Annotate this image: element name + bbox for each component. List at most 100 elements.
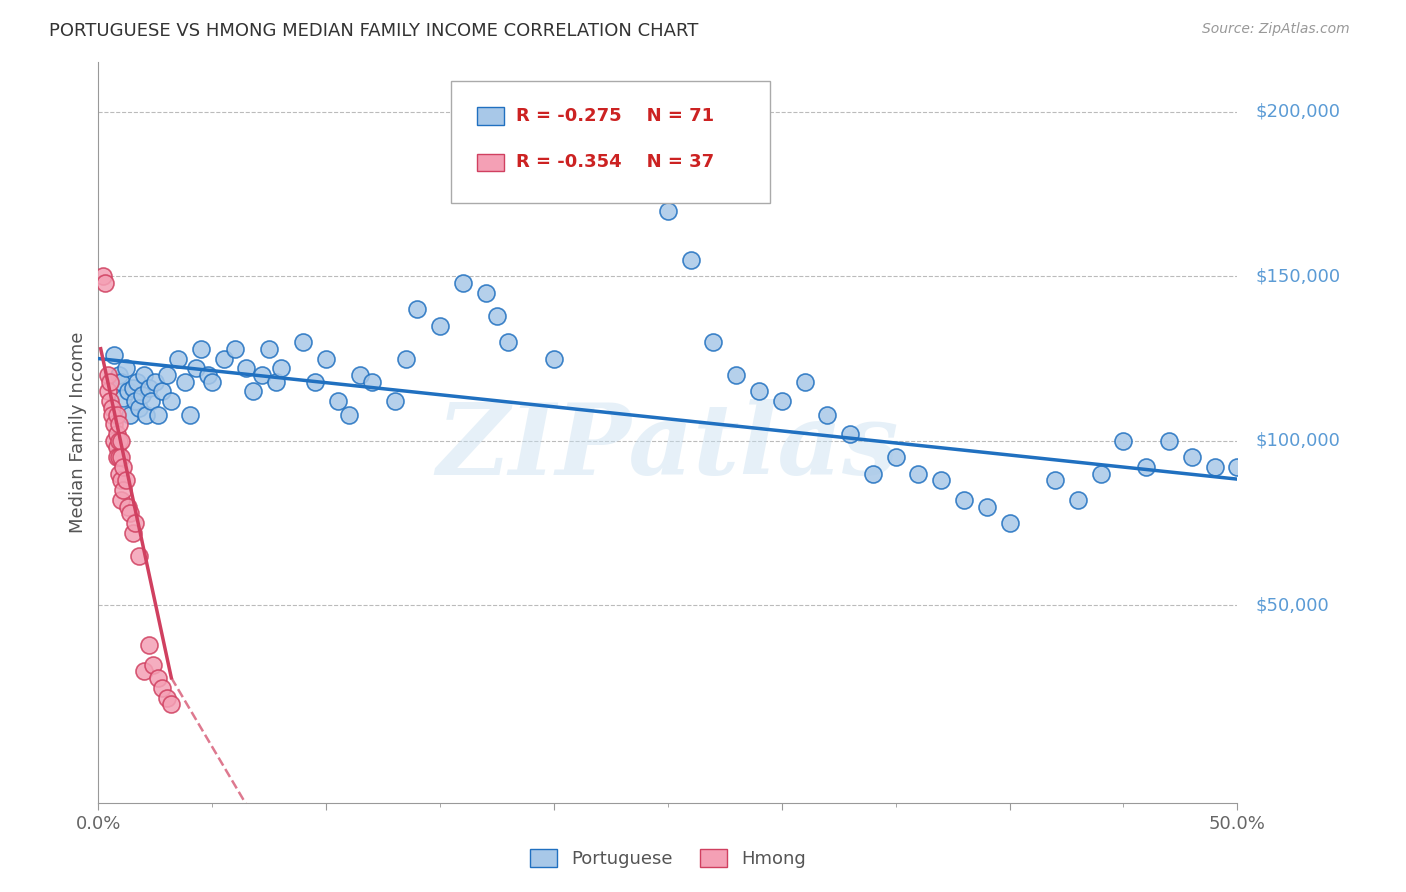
Point [770,394,793,409]
Point [976,500,998,514]
Point [212,351,235,366]
Point [112,460,135,475]
Point [105,450,128,465]
Point [145,375,167,389]
FancyBboxPatch shape [477,107,503,125]
Text: $150,000: $150,000 [1256,268,1341,285]
Point [543,351,565,366]
Point [112,391,135,405]
Point [105,441,128,455]
Text: $100,000: $100,000 [1256,432,1340,450]
Point [702,335,724,350]
Point [128,549,150,563]
Point [132,664,155,678]
Point [1226,460,1249,475]
Point [114,473,136,487]
Point [1112,434,1135,448]
Point [96,368,118,382]
Point [121,381,143,395]
Point [474,285,496,300]
Point [326,394,349,409]
Point [124,516,146,530]
Point [110,434,132,448]
Point [117,500,139,514]
FancyBboxPatch shape [477,153,503,171]
Text: $50,000: $50,000 [1256,597,1329,615]
Point [101,401,124,415]
Point [101,408,124,422]
Point [94,276,117,290]
Point [128,401,150,415]
Point [451,276,474,290]
Point [679,252,702,267]
Point [98,394,121,409]
Point [884,450,907,465]
Point [105,427,128,442]
Point [252,368,274,382]
Point [315,351,337,366]
Point [657,203,679,218]
Point [138,638,160,652]
Point [304,375,326,389]
Point [150,681,173,695]
Point [929,473,952,487]
Point [395,351,418,366]
Point [120,408,142,422]
Point [108,417,131,432]
Point [131,388,153,402]
Point [132,368,155,382]
Point [384,394,406,409]
Point [1204,460,1226,475]
Text: Source: ZipAtlas.com: Source: ZipAtlas.com [1202,22,1350,37]
Point [103,417,125,432]
Point [486,309,509,323]
Text: PORTUGUESE VS HMONG MEDIAN FAMILY INCOME CORRELATION CHART: PORTUGUESE VS HMONG MEDIAN FAMILY INCOME… [49,22,699,40]
Point [1237,473,1260,487]
Point [121,526,143,541]
Point [124,394,146,409]
Point [186,361,208,376]
Point [167,351,190,366]
Point [142,657,165,672]
Point [112,483,135,498]
Point [360,375,382,389]
Point [862,467,884,481]
Legend: Portuguese, Hmong: Portuguese, Hmong [523,841,813,875]
Point [156,368,179,382]
Point [242,384,264,399]
Point [110,450,132,465]
Point [174,375,197,389]
Point [953,493,976,508]
Point [110,375,132,389]
Text: ZIPatlas: ZIPatlas [437,400,898,496]
Point [793,375,815,389]
Point [120,506,142,520]
Point [259,342,281,356]
Point [139,394,162,409]
Point [179,408,201,422]
Point [197,368,219,382]
Point [748,384,770,399]
Point [103,348,125,362]
Point [108,450,131,465]
Text: $200,000: $200,000 [1256,103,1340,120]
Point [135,408,157,422]
Point [1067,493,1090,508]
Point [406,302,429,317]
Point [498,335,520,350]
Point [270,361,292,376]
Point [190,342,212,356]
Point [96,384,118,399]
Point [146,408,169,422]
Y-axis label: Median Family Income: Median Family Income [69,332,87,533]
Point [292,335,315,350]
Point [998,516,1021,530]
Point [127,375,149,389]
Point [150,384,173,399]
Point [146,671,169,685]
Point [160,394,183,409]
Point [160,697,183,711]
Point [114,361,136,376]
Point [1181,450,1204,465]
Point [224,342,246,356]
